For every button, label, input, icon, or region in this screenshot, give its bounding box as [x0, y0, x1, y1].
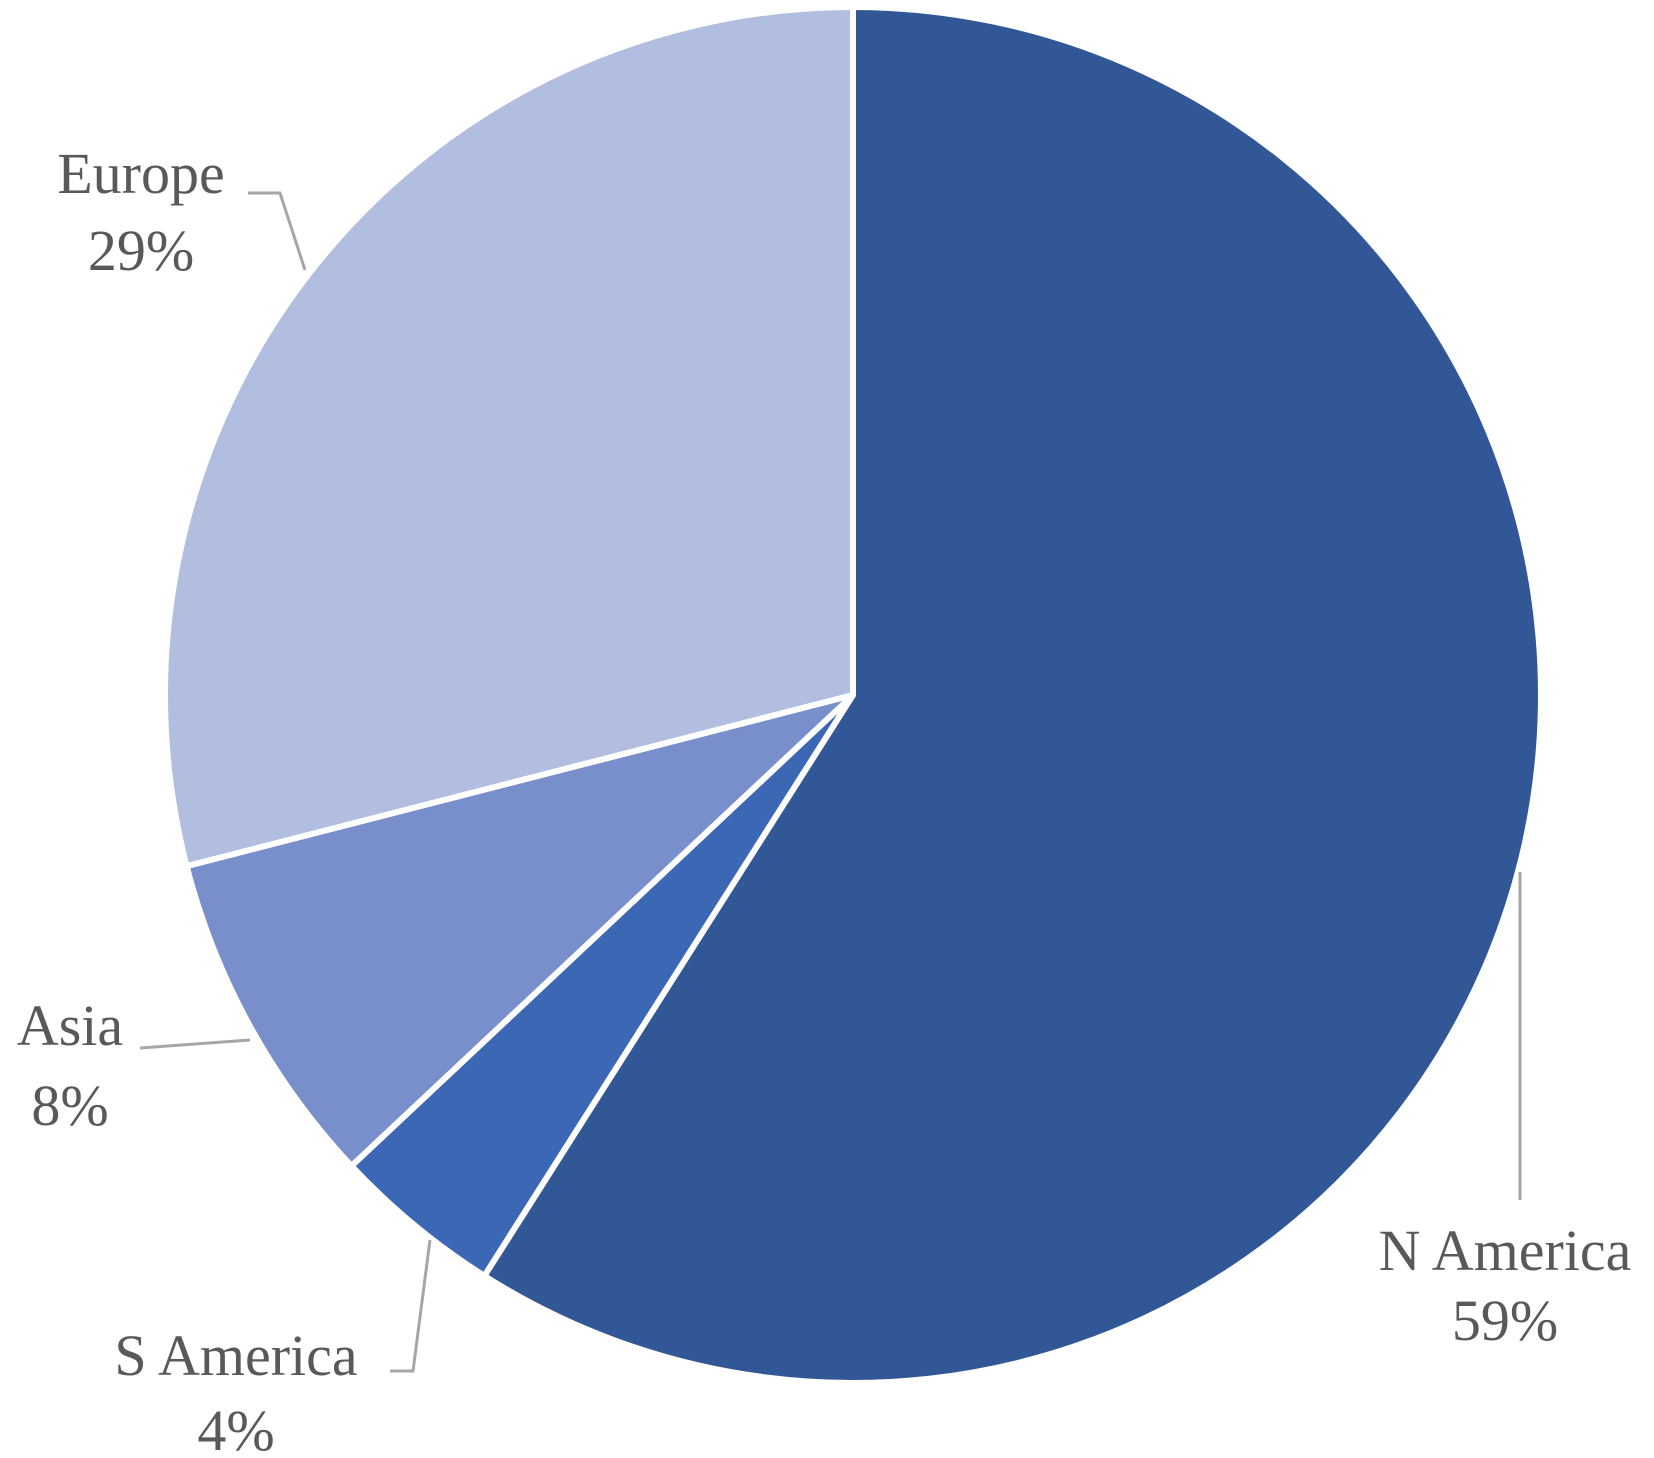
data-label-n-america-name: N America — [1379, 1218, 1632, 1283]
data-label-asia-value: 8% — [31, 1073, 108, 1138]
pie-slice-asia — [183, 692, 856, 1169]
leader-line-asia — [139, 1038, 251, 1050]
data-label-n-america-value: 59% — [1452, 1288, 1558, 1353]
pie-slices — [161, 4, 1544, 1386]
pie-slice-europe — [161, 4, 856, 870]
data-label-s-america-name: S America — [114, 1323, 357, 1388]
data-label-asia-name: Asia — [17, 993, 123, 1058]
leader-line-europe — [248, 191, 307, 271]
pie-slice-n-america — [481, 4, 1544, 1386]
data-label-europe-name: Europe — [57, 141, 225, 206]
data-label-s-america-value: 4% — [197, 1398, 274, 1458]
leader-line-s-america — [390, 1239, 432, 1373]
data-label-europe-value: 29% — [88, 218, 194, 283]
